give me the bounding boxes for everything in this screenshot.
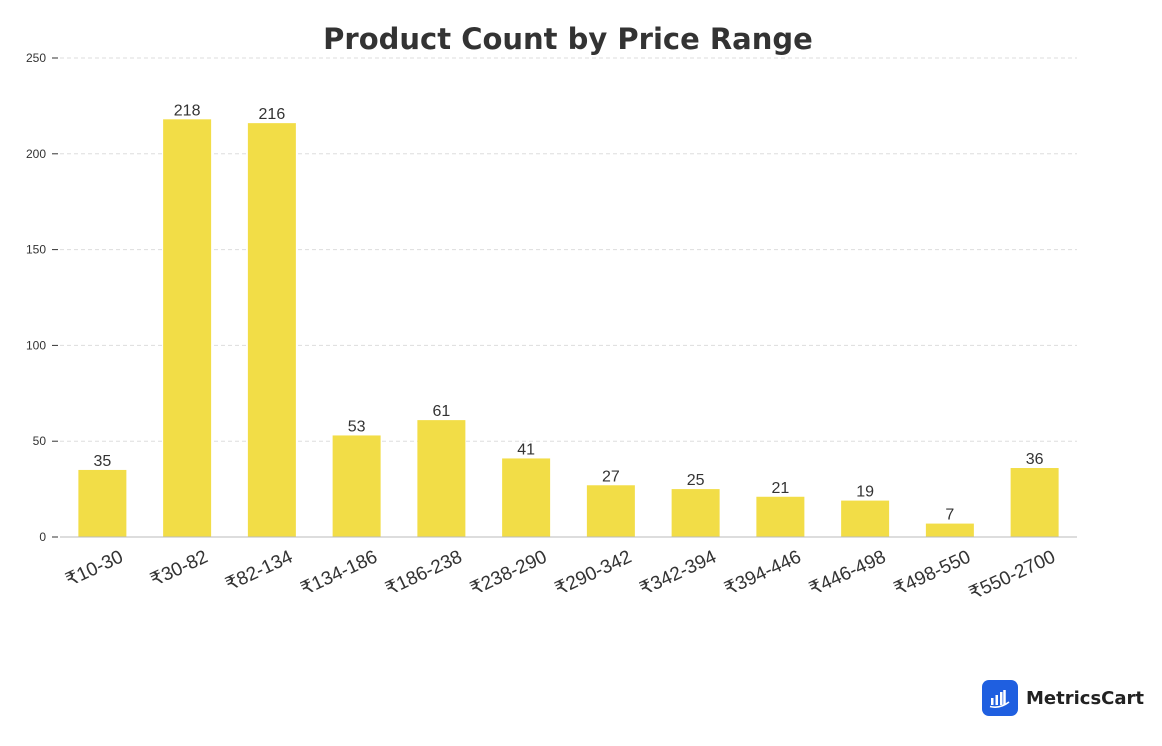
x-tick-label: ₹186-238 xyxy=(382,546,465,600)
x-tick-label: ₹82-134 xyxy=(223,546,297,595)
x-tick-label: ₹10-30 xyxy=(63,546,127,591)
bars xyxy=(78,119,1059,538)
brand-name: MetricsCart xyxy=(1026,687,1144,709)
x-tick-label: ₹134-186 xyxy=(298,546,381,600)
data-label: 7 xyxy=(945,507,954,524)
data-label: 27 xyxy=(602,468,620,485)
bar xyxy=(417,420,466,537)
brand-logo: MetricsCart xyxy=(982,680,1144,716)
x-tick-label: ₹342-394 xyxy=(637,546,720,600)
bar xyxy=(841,500,890,537)
y-axis: 0 50 100 150 200 250 xyxy=(26,51,58,544)
x-tick-label: ₹498-550 xyxy=(891,546,974,600)
x-axis: ₹10-30 ₹30-82 ₹82-134 ₹134-186 ₹186-238 ₹238-… xyxy=(60,536,1077,605)
bar xyxy=(756,496,805,537)
data-label: 36 xyxy=(1026,451,1044,468)
data-label: 35 xyxy=(93,453,111,470)
bar xyxy=(502,458,551,537)
x-tick-label: ₹446-498 xyxy=(806,546,889,600)
data-label: 19 xyxy=(856,484,874,501)
bar xyxy=(332,435,381,537)
data-label: 25 xyxy=(687,472,705,489)
y-tick-label: 50 xyxy=(33,434,47,448)
bar xyxy=(247,123,296,538)
y-tick-label: 0 xyxy=(39,530,46,544)
x-tick-label: ₹290-342 xyxy=(552,546,635,600)
y-tick-label: 250 xyxy=(26,51,46,65)
data-label: 41 xyxy=(517,441,535,458)
x-tick-label: ₹30-82 xyxy=(147,546,211,591)
bar xyxy=(1010,468,1059,537)
y-tick-label: 100 xyxy=(26,338,46,352)
data-label: 216 xyxy=(259,106,286,123)
bar-chart-logo-icon xyxy=(982,680,1018,716)
data-labels: 35 218 216 53 61 41 27 25 21 19 7 36 xyxy=(93,102,1043,523)
x-tick-label: ₹238-290 xyxy=(467,546,550,600)
data-label: 61 xyxy=(432,403,450,420)
x-tick-label: ₹550-2700 xyxy=(966,546,1059,604)
x-tick-label: ₹394-446 xyxy=(721,546,804,600)
data-label: 218 xyxy=(174,102,201,119)
data-label: 53 xyxy=(348,418,366,435)
chart-title: Product Count by Price Range xyxy=(323,22,813,56)
bar xyxy=(163,119,212,537)
y-tick-label: 200 xyxy=(26,147,46,161)
bar xyxy=(671,489,720,537)
grid-lines xyxy=(60,57,1077,442)
bar xyxy=(78,469,127,537)
bar xyxy=(586,485,635,537)
y-tick-label: 150 xyxy=(26,243,46,257)
data-label: 21 xyxy=(771,480,789,497)
bar xyxy=(925,523,974,537)
